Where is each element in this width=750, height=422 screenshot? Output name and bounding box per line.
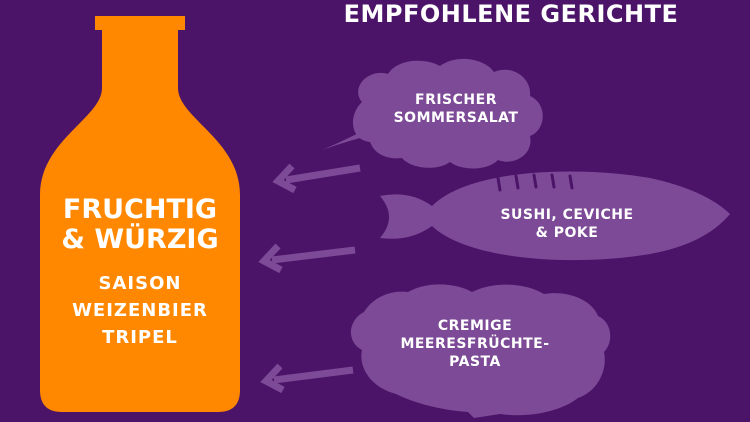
dish-pasta-line2: MEERESFRÜCHTE-: [400, 334, 549, 352]
arrow-left-icon: [260, 363, 354, 394]
dish-salad-line1: FRISCHER: [415, 92, 497, 108]
shell-icon: [350, 284, 611, 418]
dish-salad-line2: SOMMERSALAT: [394, 110, 519, 126]
bottle-heading-line1: FRUCHTIG: [63, 194, 217, 225]
beer-style-tripel: TRIPEL: [102, 327, 178, 348]
dish-pasta-line1: CREMIGE: [438, 318, 512, 334]
fish-icon: [380, 171, 730, 261]
leaf-icon: [322, 58, 543, 169]
beer-style-weizenbier: WEIZENBIER: [72, 300, 208, 321]
bottle-heading-line2: & WÜRZIG: [61, 222, 218, 255]
dish-sushi-line1: SUSHI, CEVICHE: [500, 207, 633, 223]
arrow-left-icon: [272, 163, 361, 194]
beer-style-saison: SAISON: [99, 273, 182, 294]
page-title: EMPFOHLENE GERICHTE: [344, 0, 679, 28]
bottle-icon: [40, 16, 240, 412]
dish-pasta-line3: PASTA: [449, 354, 501, 370]
arrow-left-icon: [258, 243, 356, 274]
dish-sushi-line2: & POKE: [536, 225, 599, 241]
